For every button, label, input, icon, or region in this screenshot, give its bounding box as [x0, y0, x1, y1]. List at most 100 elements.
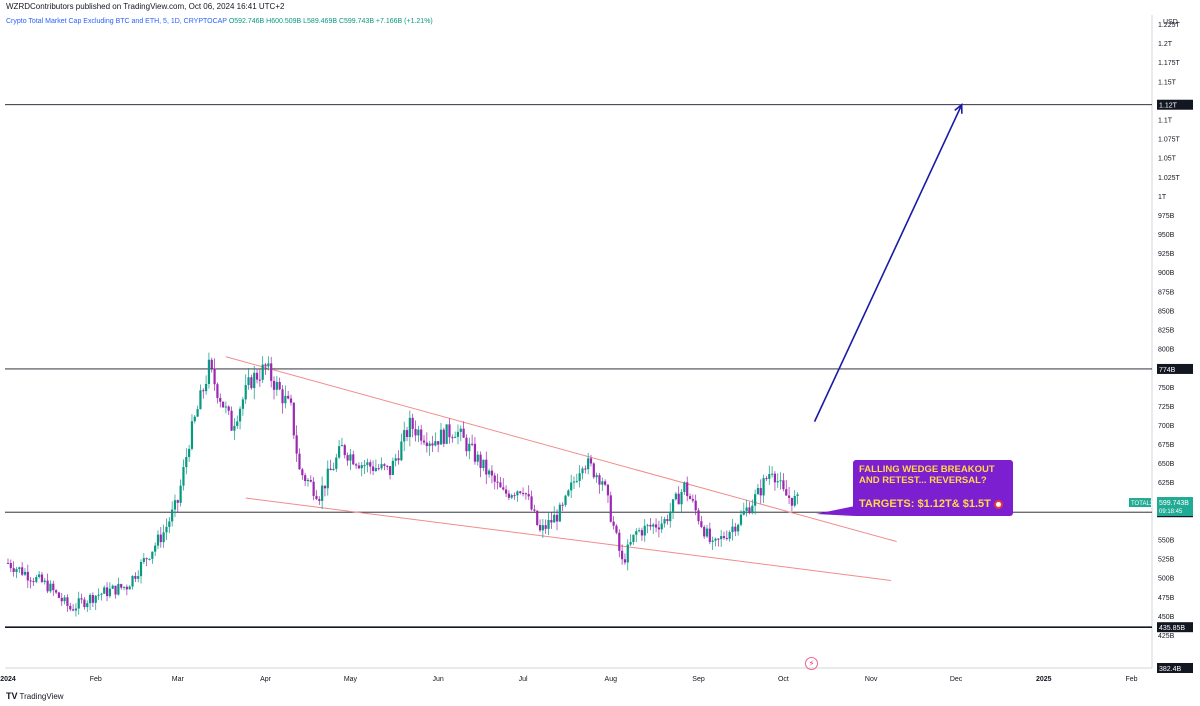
candle-body — [318, 499, 321, 501]
candle-body — [306, 479, 310, 482]
candle-body — [782, 480, 785, 490]
candle-body — [731, 526, 734, 533]
legend-symbol[interactable]: Crypto Total Market Cap Excluding BTC an… — [6, 18, 227, 25]
lightning-icon[interactable]: ⚡ — [805, 657, 818, 670]
y-tick-label: 750B — [1158, 385, 1175, 392]
candle-body — [411, 417, 414, 429]
candle-body — [139, 561, 143, 577]
y-tick-label: 1.05T — [1158, 156, 1177, 163]
candle-body — [519, 491, 522, 493]
candle-body — [250, 377, 253, 389]
x-tick-label: May — [344, 676, 358, 683]
candle-body — [708, 528, 711, 542]
candle-body — [142, 558, 145, 562]
candle-body — [468, 443, 471, 452]
level-tag — [1157, 99, 1193, 110]
x-tick-label: Aug — [605, 676, 618, 683]
candle-body — [108, 588, 111, 597]
candle-body — [595, 475, 598, 478]
candle-body — [363, 465, 366, 467]
candle-body — [221, 401, 225, 408]
candle-body — [663, 519, 666, 524]
candle-body — [496, 481, 499, 483]
candle-body — [29, 580, 32, 582]
candle-body — [626, 544, 629, 563]
candle-body — [122, 586, 126, 588]
x-tick-label: Sep — [692, 676, 705, 683]
annotation-targets-text: TARGETS: $1.12T& $1.5T — [859, 498, 991, 510]
candle-body — [52, 583, 55, 591]
target-icon — [993, 499, 1003, 509]
candle-body — [207, 359, 211, 384]
candle-body — [612, 521, 615, 526]
candle-body — [507, 493, 511, 498]
candle-body — [9, 563, 12, 569]
candle-body — [688, 496, 692, 499]
y-tick-label: 825B — [1158, 328, 1175, 335]
candle-body — [154, 545, 157, 552]
candle-body — [615, 525, 618, 533]
level-tag-label: 435.85B — [1159, 625, 1185, 632]
level-tag — [1157, 363, 1193, 374]
annotation-targets: TARGETS: $1.12T& $1.5T — [859, 499, 1013, 510]
y-tick-label: 975B — [1158, 213, 1175, 220]
chart-legend: Crypto Total Market Cap Excluding BTC an… — [6, 17, 433, 27]
candle-body — [128, 586, 131, 590]
candle-body — [756, 488, 760, 495]
candle-body — [301, 469, 304, 476]
candle-body — [377, 468, 380, 470]
candle-body — [544, 525, 547, 529]
target-arrow-line — [813, 104, 963, 422]
candle-body — [171, 509, 174, 522]
candle-body — [516, 491, 519, 496]
currency-label: USD — [1163, 19, 1178, 26]
candle-body — [103, 587, 106, 594]
candle-body — [137, 576, 140, 579]
candle-body — [640, 530, 644, 536]
candle-body — [100, 593, 103, 595]
y-tick-label: 700B — [1158, 423, 1175, 430]
price-tag — [1157, 497, 1193, 517]
footer: TV TradingView — [0, 687, 1200, 705]
candle-body — [598, 475, 601, 485]
candle-body — [165, 526, 168, 533]
candle-body — [530, 496, 533, 510]
candle-body — [533, 509, 536, 511]
candle-body — [414, 428, 417, 436]
candle-body — [131, 575, 134, 587]
candle-body — [575, 480, 578, 482]
candle-body — [697, 510, 700, 522]
candle-body — [793, 495, 796, 506]
candle-body — [216, 384, 219, 398]
candle-body — [91, 595, 94, 603]
candle-body — [654, 524, 658, 528]
candle-body — [117, 584, 120, 595]
y-tick-label: 1.2T — [1158, 41, 1173, 48]
candle-body — [561, 504, 564, 506]
candle-body — [773, 473, 777, 483]
candle-body — [213, 368, 216, 385]
candle-body — [224, 406, 228, 408]
candle-body — [55, 590, 58, 593]
annotation-box[interactable]: FALLING WEDGE BREAKOUT AND RETEST... REV… — [853, 460, 1013, 516]
candle-body — [182, 466, 185, 486]
y-tick-label: 550B — [1158, 538, 1175, 545]
candle-body — [323, 485, 327, 489]
x-tick-label: Nov — [865, 676, 878, 683]
candle-body — [236, 421, 239, 426]
candle-body — [666, 519, 669, 522]
candle-body — [63, 597, 66, 602]
candle-body — [105, 587, 109, 597]
symbol-tag-label: TOTAL3 — [1131, 501, 1154, 507]
candle-body — [632, 534, 635, 543]
candle-body — [111, 585, 114, 589]
candle-body — [97, 594, 100, 596]
candle-body — [340, 445, 344, 447]
candle-body — [148, 558, 151, 560]
candle-body — [502, 487, 505, 490]
candle-body — [255, 372, 259, 380]
y-tick-label: 475B — [1158, 595, 1175, 602]
candle-body — [694, 500, 697, 511]
candle-body — [125, 586, 128, 590]
